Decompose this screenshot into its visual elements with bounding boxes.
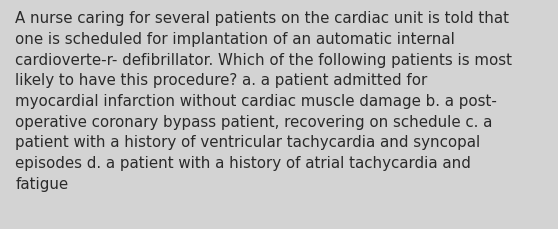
Text: A nurse caring for several patients on the cardiac unit is told that
one is sche: A nurse caring for several patients on t… [16, 11, 512, 191]
